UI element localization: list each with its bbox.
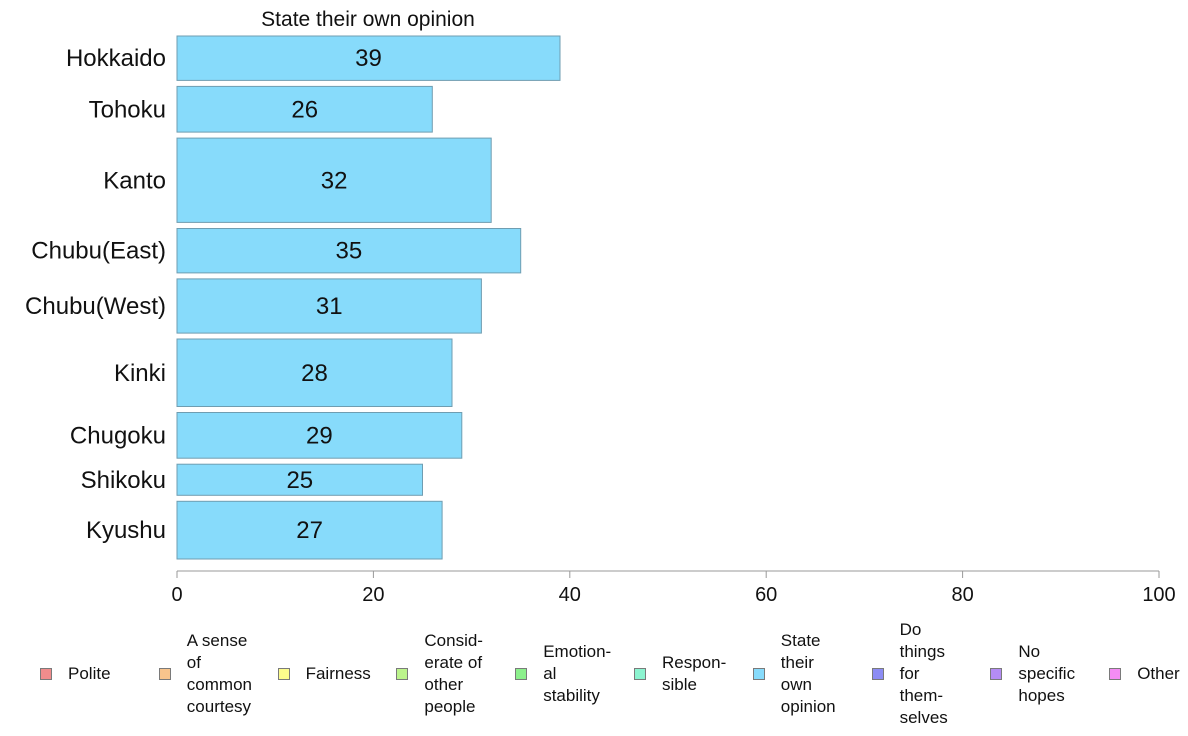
legend-label: Fairness [305,664,371,683]
legend-item: Emotion- al stability [515,618,611,730]
category-label: Chubu(West) [25,293,166,320]
bar [176,500,443,560]
legend-label: Emotion- al stability [543,642,612,705]
bar-value-label: 26 [291,96,318,123]
legend-label: Do things for them- selves [899,620,948,727]
legend-swatch [40,668,52,680]
bar-value-label: 39 [355,45,382,72]
bar-value-label: 35 [336,238,363,265]
legend-item: Do things for them- selves [871,618,948,730]
x-tick-label: 0 [171,584,182,606]
legend-item: Other [1109,618,1180,730]
category-label: Chugoku [70,422,166,449]
bar [176,85,433,133]
legend-item: Fairness [277,618,371,730]
bar-value-label: 32 [321,167,348,194]
category-label: Tohoku [89,96,166,123]
legend-swatch [396,668,409,680]
legend-label: Other [1137,664,1180,683]
bar-value-label: 29 [306,422,333,449]
legend-swatch [871,668,884,680]
legend-item: Polite [40,618,111,730]
bar [176,278,482,334]
x-tick-label: 20 [362,584,384,606]
legend-swatch [752,668,765,680]
x-axis: 0 20 40 60 80 100 [171,570,1176,606]
category-label: Hokkaido [66,45,166,72]
legend-label: Respon- sible [662,653,727,694]
chart-title: State their own opinion [261,8,475,31]
legend: Polite A sense of common courtesy Fairness… [0,618,1188,736]
x-tick-label: 60 [755,584,777,606]
legend-swatch [1109,668,1122,680]
category-label: Kanto [103,167,166,194]
legend-item: A sense of common courtesy [158,618,252,730]
legend-label: No specific hopes [1018,642,1076,705]
legend-swatch [634,668,646,680]
category-labels: Hokkaido Tohoku Kanto Chubu(East) Chubu(West… [25,45,166,544]
legend-label: Polite [68,664,111,683]
legend-swatch [158,668,171,680]
legend-item: No specific hopes [990,618,1075,730]
bar [176,35,561,81]
bar [176,463,423,496]
bar-value-label: 25 [286,467,313,494]
legend-item: Consid- erate of other people [396,618,483,730]
bar-value-label: 27 [296,517,323,544]
legend-swatch [990,668,1003,680]
legend-item: State their own opinion [752,618,836,730]
category-label: Kyushu [86,517,166,544]
bar [176,137,492,223]
legend-swatch [277,668,290,680]
x-tick-label: 80 [951,584,973,606]
legend-swatch [515,668,528,680]
legend-label: State their own opinion [780,631,836,716]
legend-label: Consid- erate of other people [424,631,483,716]
legend-label: A sense of common courtesy [186,631,252,716]
category-label: Shikoku [81,467,166,494]
category-label: Kinki [114,360,166,387]
x-tick-label: 100 [1142,584,1175,606]
bar [176,228,522,274]
bars-layer: 39 26 32 35 31 28 29 25 27 [176,35,561,560]
x-tick-label: 40 [559,584,581,606]
legend-item: Respon- sible [634,618,726,730]
category-label: Chubu(East) [31,238,166,265]
bar [176,338,453,407]
bar [176,412,463,459]
bar-value-label: 28 [301,360,328,387]
bar-value-label: 31 [316,293,343,320]
